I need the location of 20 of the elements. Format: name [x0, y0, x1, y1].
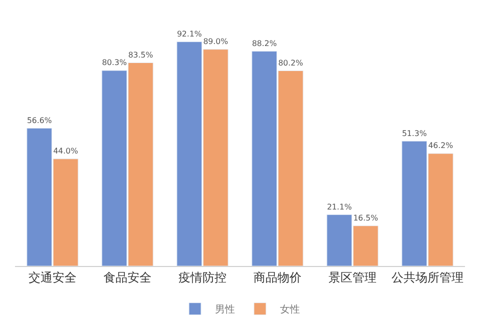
data-label: 16.5% [353, 213, 378, 222]
data-label: 80.3% [102, 58, 127, 68]
data-label: 44.0% [53, 146, 78, 156]
x-tick-label: 交通安全 [28, 270, 76, 284]
x-tick-label: 景区管理 [328, 270, 376, 284]
data-label: 21.1% [326, 202, 352, 212]
data-label: 89.0% [203, 36, 228, 46]
data-label: 51.3% [402, 128, 427, 138]
data-label: 83.5% [128, 50, 154, 60]
x-tick-label: 公共场所管理 [392, 270, 464, 284]
data-label: 88.2% [252, 38, 277, 48]
legend-label: 女性 [280, 304, 300, 316]
data-label: 92.1% [176, 29, 202, 38]
legend-label: 男性 [215, 304, 235, 316]
x-tick-label: 商品物价 [254, 270, 302, 284]
x-tick-label: 食品安全 [104, 270, 152, 284]
data-label: 46.2% [428, 141, 454, 150]
data-label: 56.6% [26, 116, 52, 125]
x-tick-label: 疫情防控 [178, 270, 226, 284]
data-label: 80.2% [278, 58, 304, 68]
